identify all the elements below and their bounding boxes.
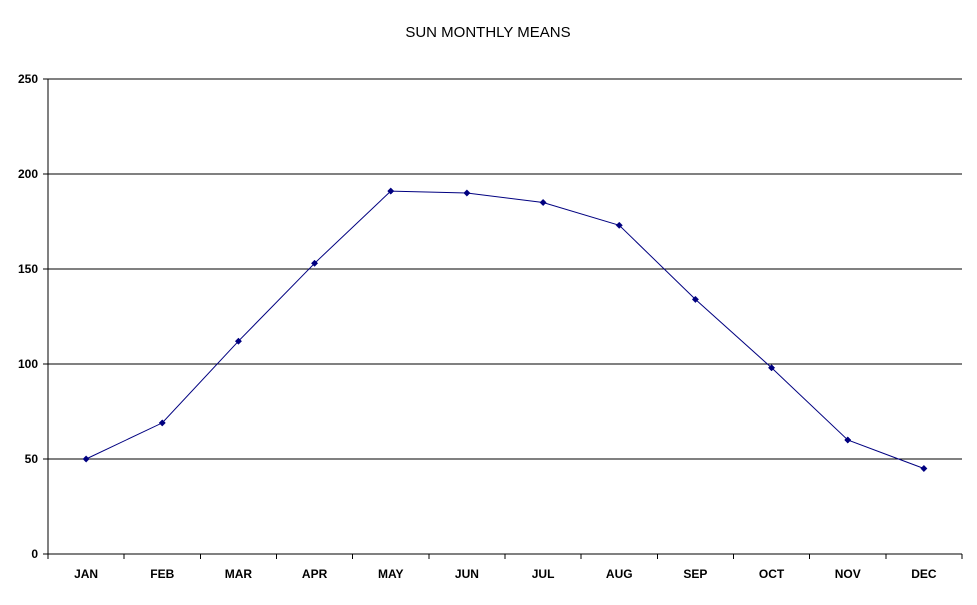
x-tick-label-jul: JUL — [532, 567, 555, 581]
data-point-may — [387, 187, 395, 195]
y-tick-label: 250 — [18, 72, 38, 86]
data-series — [82, 187, 928, 473]
axes — [43, 78, 963, 559]
data-point-aug — [615, 221, 623, 229]
y-tick-label: 150 — [18, 262, 38, 276]
x-tick-label-oct: OCT — [759, 567, 785, 581]
data-point-nov — [844, 436, 852, 444]
x-tick-label-nov: NOV — [835, 567, 861, 581]
y-tick-label: 0 — [31, 547, 38, 561]
x-tick-label-may: MAY — [378, 567, 404, 581]
chart-title: SUN MONTHLY MEANS — [405, 24, 570, 41]
x-tick-label-feb: FEB — [150, 567, 174, 581]
data-point-feb — [158, 419, 166, 427]
data-point-mar — [234, 337, 242, 345]
x-tick-label-apr: APR — [302, 567, 328, 581]
data-point-sep — [691, 295, 699, 303]
data-point-jan — [82, 455, 90, 463]
x-tick-label-jan: JAN — [74, 567, 98, 581]
x-tick-label-mar: MAR — [225, 567, 253, 581]
x-tick-label-aug: AUG — [606, 567, 633, 581]
x-tick-label-dec: DEC — [911, 567, 937, 581]
y-tick-label: 50 — [25, 452, 39, 466]
x-tick-label-jun: JUN — [455, 567, 479, 581]
series-line-0 — [85, 190, 925, 469]
data-point-apr — [311, 259, 319, 267]
gridlines — [48, 78, 962, 460]
x-tick-label-sep: SEP — [683, 567, 707, 581]
y-tick-label: 200 — [18, 167, 38, 181]
y-tick-label: 100 — [18, 357, 38, 371]
x-axis-tick-labels: JAN FEB MAR APR MAY JUN JUL AUG SEP OCT NOV DEC — [74, 567, 937, 581]
data-point-dec — [920, 464, 928, 473]
data-point-oct — [768, 364, 776, 372]
data-point-jun — [463, 189, 471, 197]
data-point-jul — [539, 198, 547, 207]
y-axis-tick-labels: 0 50 100 150 200 250 — [18, 72, 38, 561]
